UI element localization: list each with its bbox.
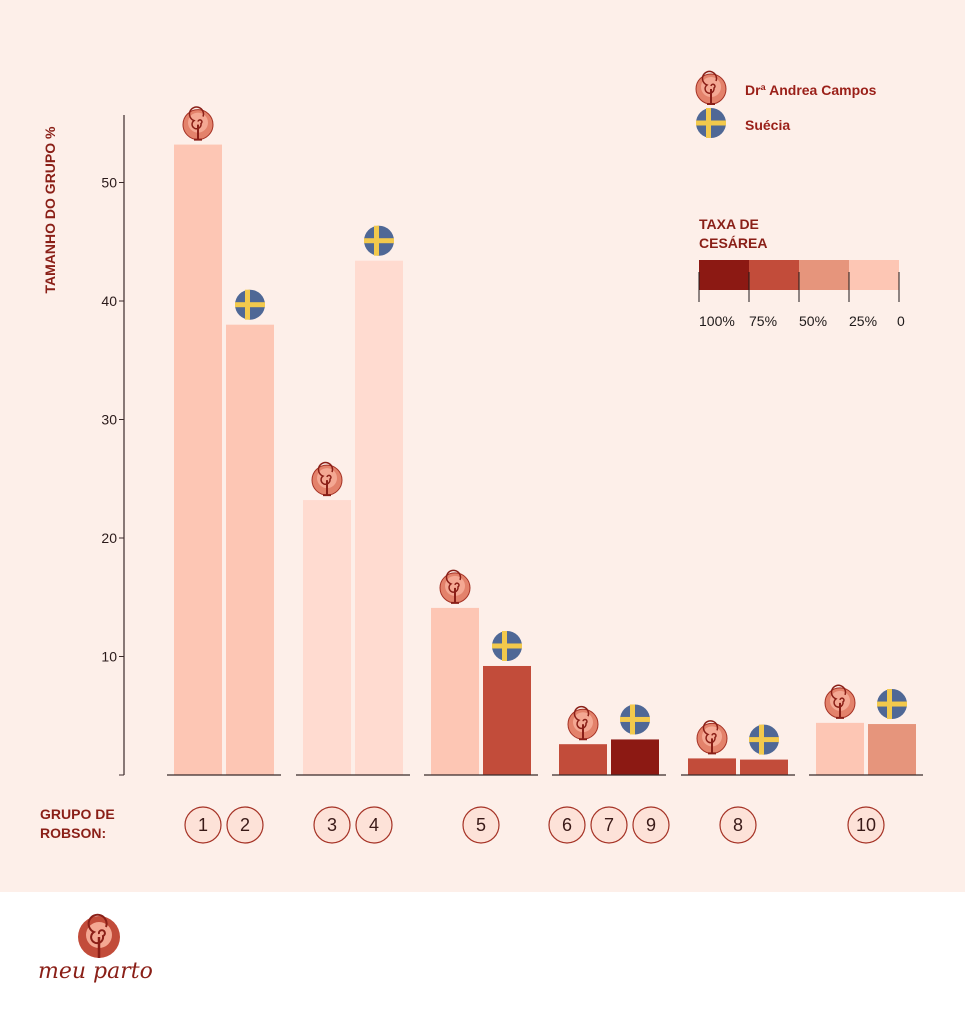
robson-group-badge	[184, 806, 222, 844]
bar-group1-andrea	[174, 144, 222, 775]
robson-group-badge	[719, 806, 757, 844]
rate-swatch	[849, 260, 899, 290]
bar-group5-suecia	[740, 759, 788, 775]
robson-group-number: 7	[604, 815, 614, 835]
robson-group-number: 3	[327, 815, 337, 835]
bar-group3-suecia	[483, 665, 531, 775]
bar-group1-suecia	[226, 324, 274, 775]
robson-group-number: 9	[646, 815, 656, 835]
sweden-flag-icon	[364, 225, 394, 256]
rate-legend-title-line2: CESÁREA	[699, 235, 767, 251]
rate-scale: 100% 75% 50% 25% 0	[698, 260, 905, 329]
robson-group-badge	[313, 806, 351, 844]
rate-swatch	[699, 260, 749, 290]
bar-group2-andrea	[303, 500, 351, 775]
rate-legend-title-line1: TAXA DE	[699, 216, 759, 232]
bar-group6-andrea	[816, 722, 864, 775]
chart-panel	[0, 0, 965, 892]
robson-group-badge	[462, 806, 500, 844]
y-tick-label: 20	[101, 530, 117, 546]
bar-group4-suecia	[611, 739, 659, 775]
cesarean-rate-legend: TAXA DE CESÁREA 100% 75% 50% 25% 0	[698, 216, 905, 329]
rate-swatch	[799, 260, 849, 290]
meu-parto-logo: meu parto	[38, 913, 153, 984]
bar-group2-suecia	[355, 260, 403, 776]
spiral-icon	[182, 106, 214, 141]
robson-group-badge	[590, 806, 628, 844]
bar-group6-suecia	[868, 724, 916, 775]
robson-group-badge	[847, 806, 885, 844]
robson-group-badge	[226, 806, 264, 844]
robson-group-labels: 1 2 3 4 5 6 7 9 8 10	[184, 806, 885, 844]
bar-group5-andrea	[688, 758, 736, 775]
robson-group-number: 4	[369, 815, 379, 835]
legend-suecia-label: Suécia	[745, 117, 790, 133]
spiral-icon	[696, 719, 728, 755]
robson-group-badge	[355, 806, 393, 844]
spiral-icon	[567, 705, 599, 741]
sweden-flag-icon	[620, 704, 650, 735]
spiral-icon	[824, 684, 856, 719]
series-legend: Drª Andrea Campos Suécia	[695, 70, 877, 138]
robson-group-number: 10	[856, 815, 876, 835]
legend-spiral-icon	[695, 70, 727, 105]
y-tick-label: 10	[101, 649, 117, 665]
robson-group-badge	[548, 806, 586, 844]
x-group-label-line1: GRUPO DE	[40, 806, 115, 822]
brand-name: meu parto	[38, 959, 153, 984]
bar-group4-andrea	[559, 744, 607, 775]
rate-scale-label: 100%	[699, 313, 735, 329]
robson-group-number: 5	[476, 815, 486, 835]
y-tick-label: 50	[101, 175, 117, 191]
y-ticks: 10 20 30 40 50	[101, 175, 124, 776]
rate-scale-end-label: 0	[897, 313, 905, 329]
y-axis-label: TAMANHO DO GRUPO %	[42, 126, 58, 294]
sweden-flag-icon	[492, 630, 522, 661]
robson-group-number: 2	[240, 815, 250, 835]
sweden-flag-icon	[877, 689, 907, 720]
rate-swatch	[749, 260, 799, 290]
spiral-icon	[311, 461, 343, 497]
y-tick-label: 40	[101, 293, 117, 309]
robson-group-badge	[632, 806, 670, 844]
x-group-label-line2: ROBSON:	[40, 825, 106, 841]
y-tick-label: 30	[101, 412, 117, 428]
sweden-flag-icon	[749, 724, 779, 755]
spiral-icon	[439, 569, 471, 604]
legend-sweden-flag-icon	[696, 108, 726, 138]
rate-scale-label: 50%	[799, 313, 827, 329]
bars	[174, 144, 916, 776]
rate-scale-label: 75%	[749, 313, 777, 329]
rate-scale-label: 25%	[849, 313, 877, 329]
bar-group3-andrea	[431, 607, 479, 775]
robson-group-number: 1	[198, 815, 208, 835]
sweden-flag-icon	[235, 289, 265, 320]
robson-group-number: 8	[733, 815, 743, 835]
bar-markers	[182, 106, 907, 755]
legend-andrea-label: Drª Andrea Campos	[745, 82, 877, 98]
robson-group-number: 6	[562, 815, 572, 835]
